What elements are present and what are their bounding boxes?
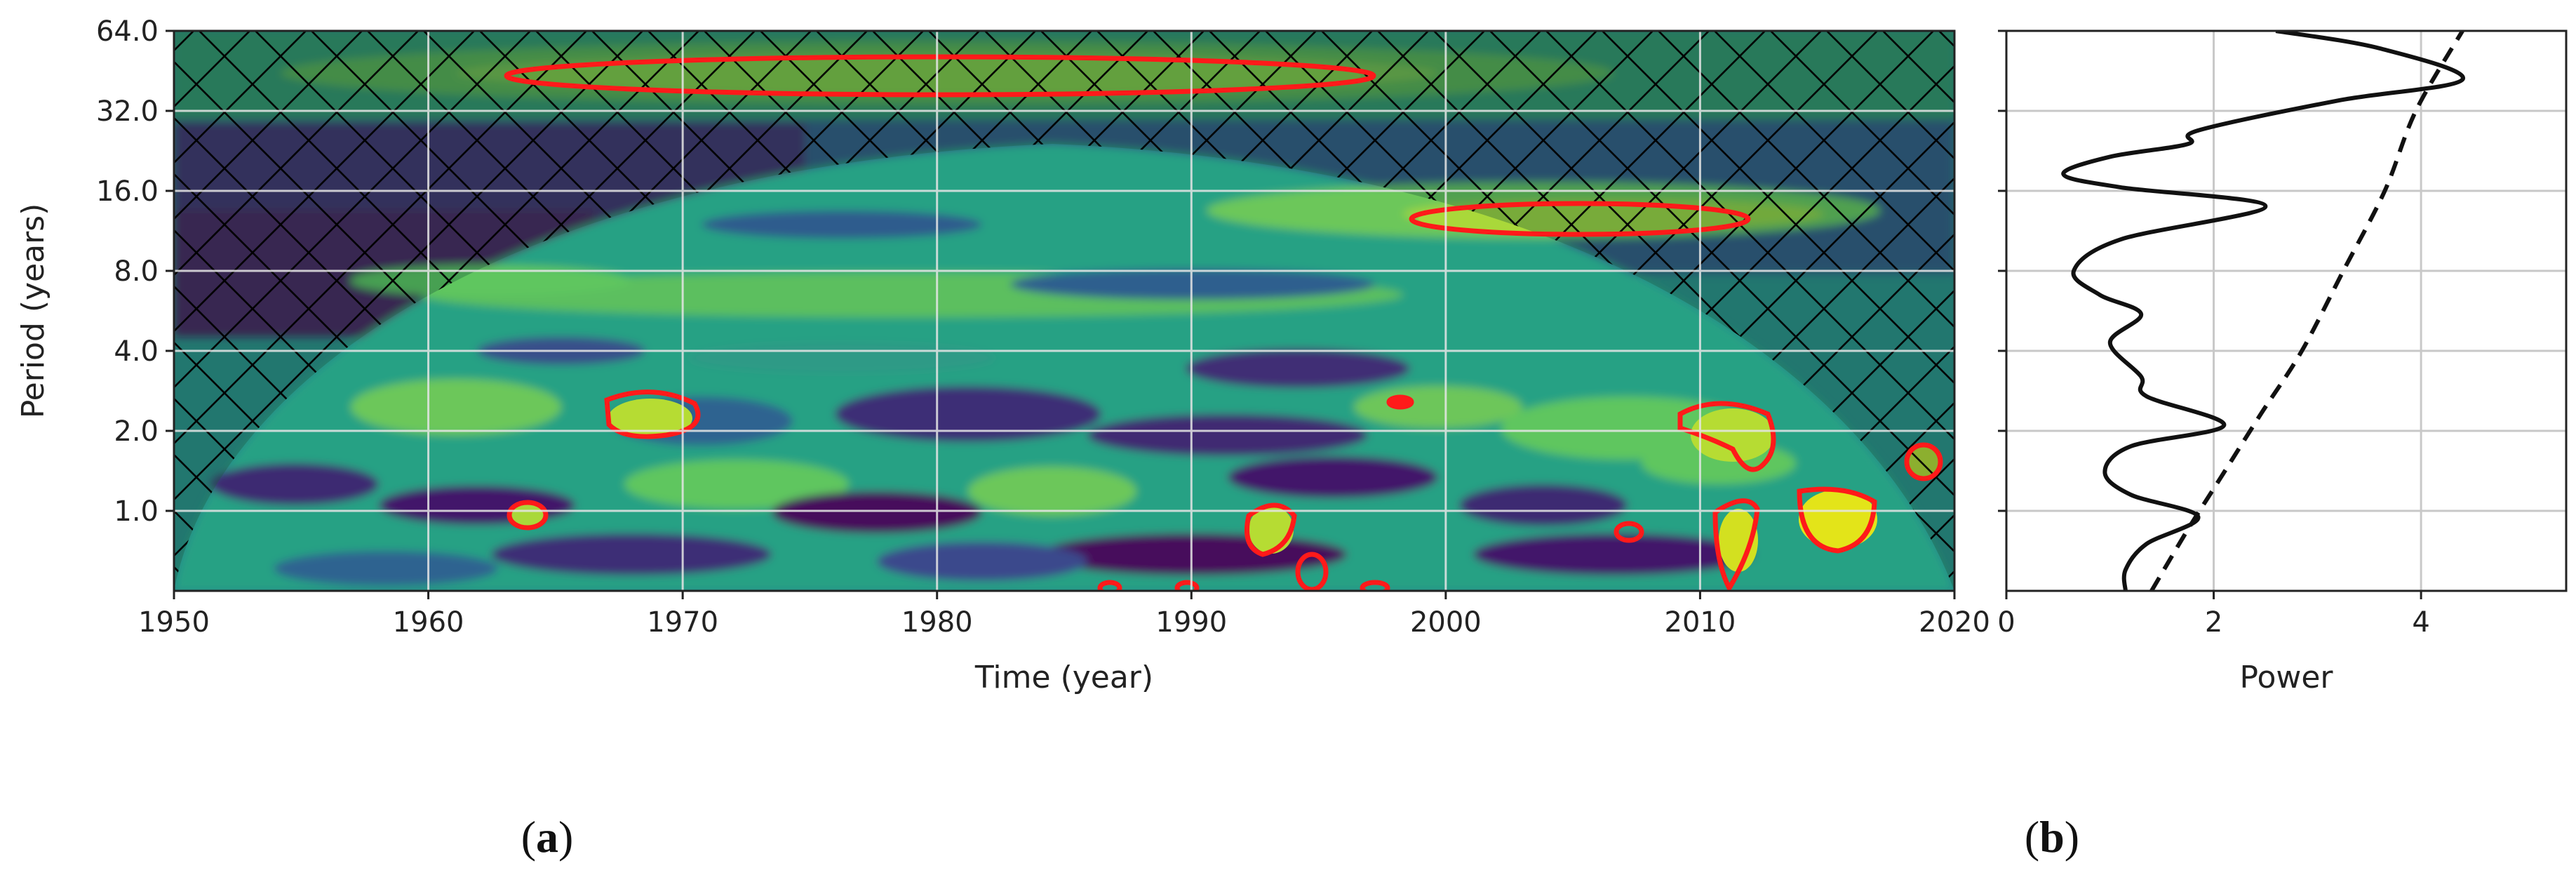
panel-a-xlabel: Time (year) bbox=[974, 660, 1153, 695]
panel-a-y-tick-label: 8.0 bbox=[114, 255, 159, 288]
panel-b-x-tick-label: 4 bbox=[2412, 606, 2429, 639]
panel-b-caption: (b) bbox=[2025, 812, 2079, 862]
global-power-series bbox=[2061, 31, 2465, 591]
panel-a-x-tick-label: 1960 bbox=[393, 606, 464, 639]
panel-a-x-tick-label: 2010 bbox=[1665, 606, 1736, 639]
panel-a-x-tick-label: 2000 bbox=[1410, 606, 1482, 639]
panel-a-x-tick-label: 1980 bbox=[901, 606, 973, 639]
panel-a-y-tick-label: 32.0 bbox=[96, 95, 159, 128]
panel-a-x-tick-label: 1950 bbox=[138, 606, 210, 639]
panel-a-y-tick-label: 16.0 bbox=[96, 175, 159, 208]
panel-a-y-tick-label: 4.0 bbox=[114, 335, 159, 368]
panel-a-y-tick-label: 64.0 bbox=[96, 15, 159, 48]
panel-a-x-tick-label: 1990 bbox=[1155, 606, 1227, 639]
panel-a-ticks: 1950 1960 1970 1980 1990 2000 2010 2020 1.0 2.0 4.… bbox=[96, 15, 1990, 639]
significance-contours bbox=[504, 54, 1943, 591]
panel-a-x-tick-label: 1970 bbox=[647, 606, 718, 639]
panel-b-frame bbox=[2005, 29, 2568, 592]
wavelet-heatmap bbox=[174, 31, 1954, 591]
panel-a-y-tick-label: 1.0 bbox=[114, 495, 159, 528]
panel-b-ticks: 0 2 4 bbox=[1997, 29, 2430, 639]
panel-b-x-tick-label: 0 bbox=[1997, 606, 2015, 639]
panel-a-y-tick-label: 2.0 bbox=[114, 415, 159, 448]
panel-a-x-tick-label: 2020 bbox=[1919, 606, 1990, 639]
wavelet-power-panel: 1950 1960 1970 1980 1990 2000 2010 2020 1.0 2.0 4.… bbox=[15, 15, 1990, 862]
panel-b-xlabel: Power bbox=[2239, 660, 2333, 695]
panel-a-ylabel: Period (years) bbox=[15, 204, 51, 419]
panel-a-caption: (a) bbox=[521, 812, 574, 862]
global-power-panel: 0 2 4 Power (b) bbox=[1997, 29, 2568, 862]
panel-b-x-tick-label: 2 bbox=[2205, 606, 2222, 639]
panel-a-frame bbox=[173, 29, 1956, 592]
